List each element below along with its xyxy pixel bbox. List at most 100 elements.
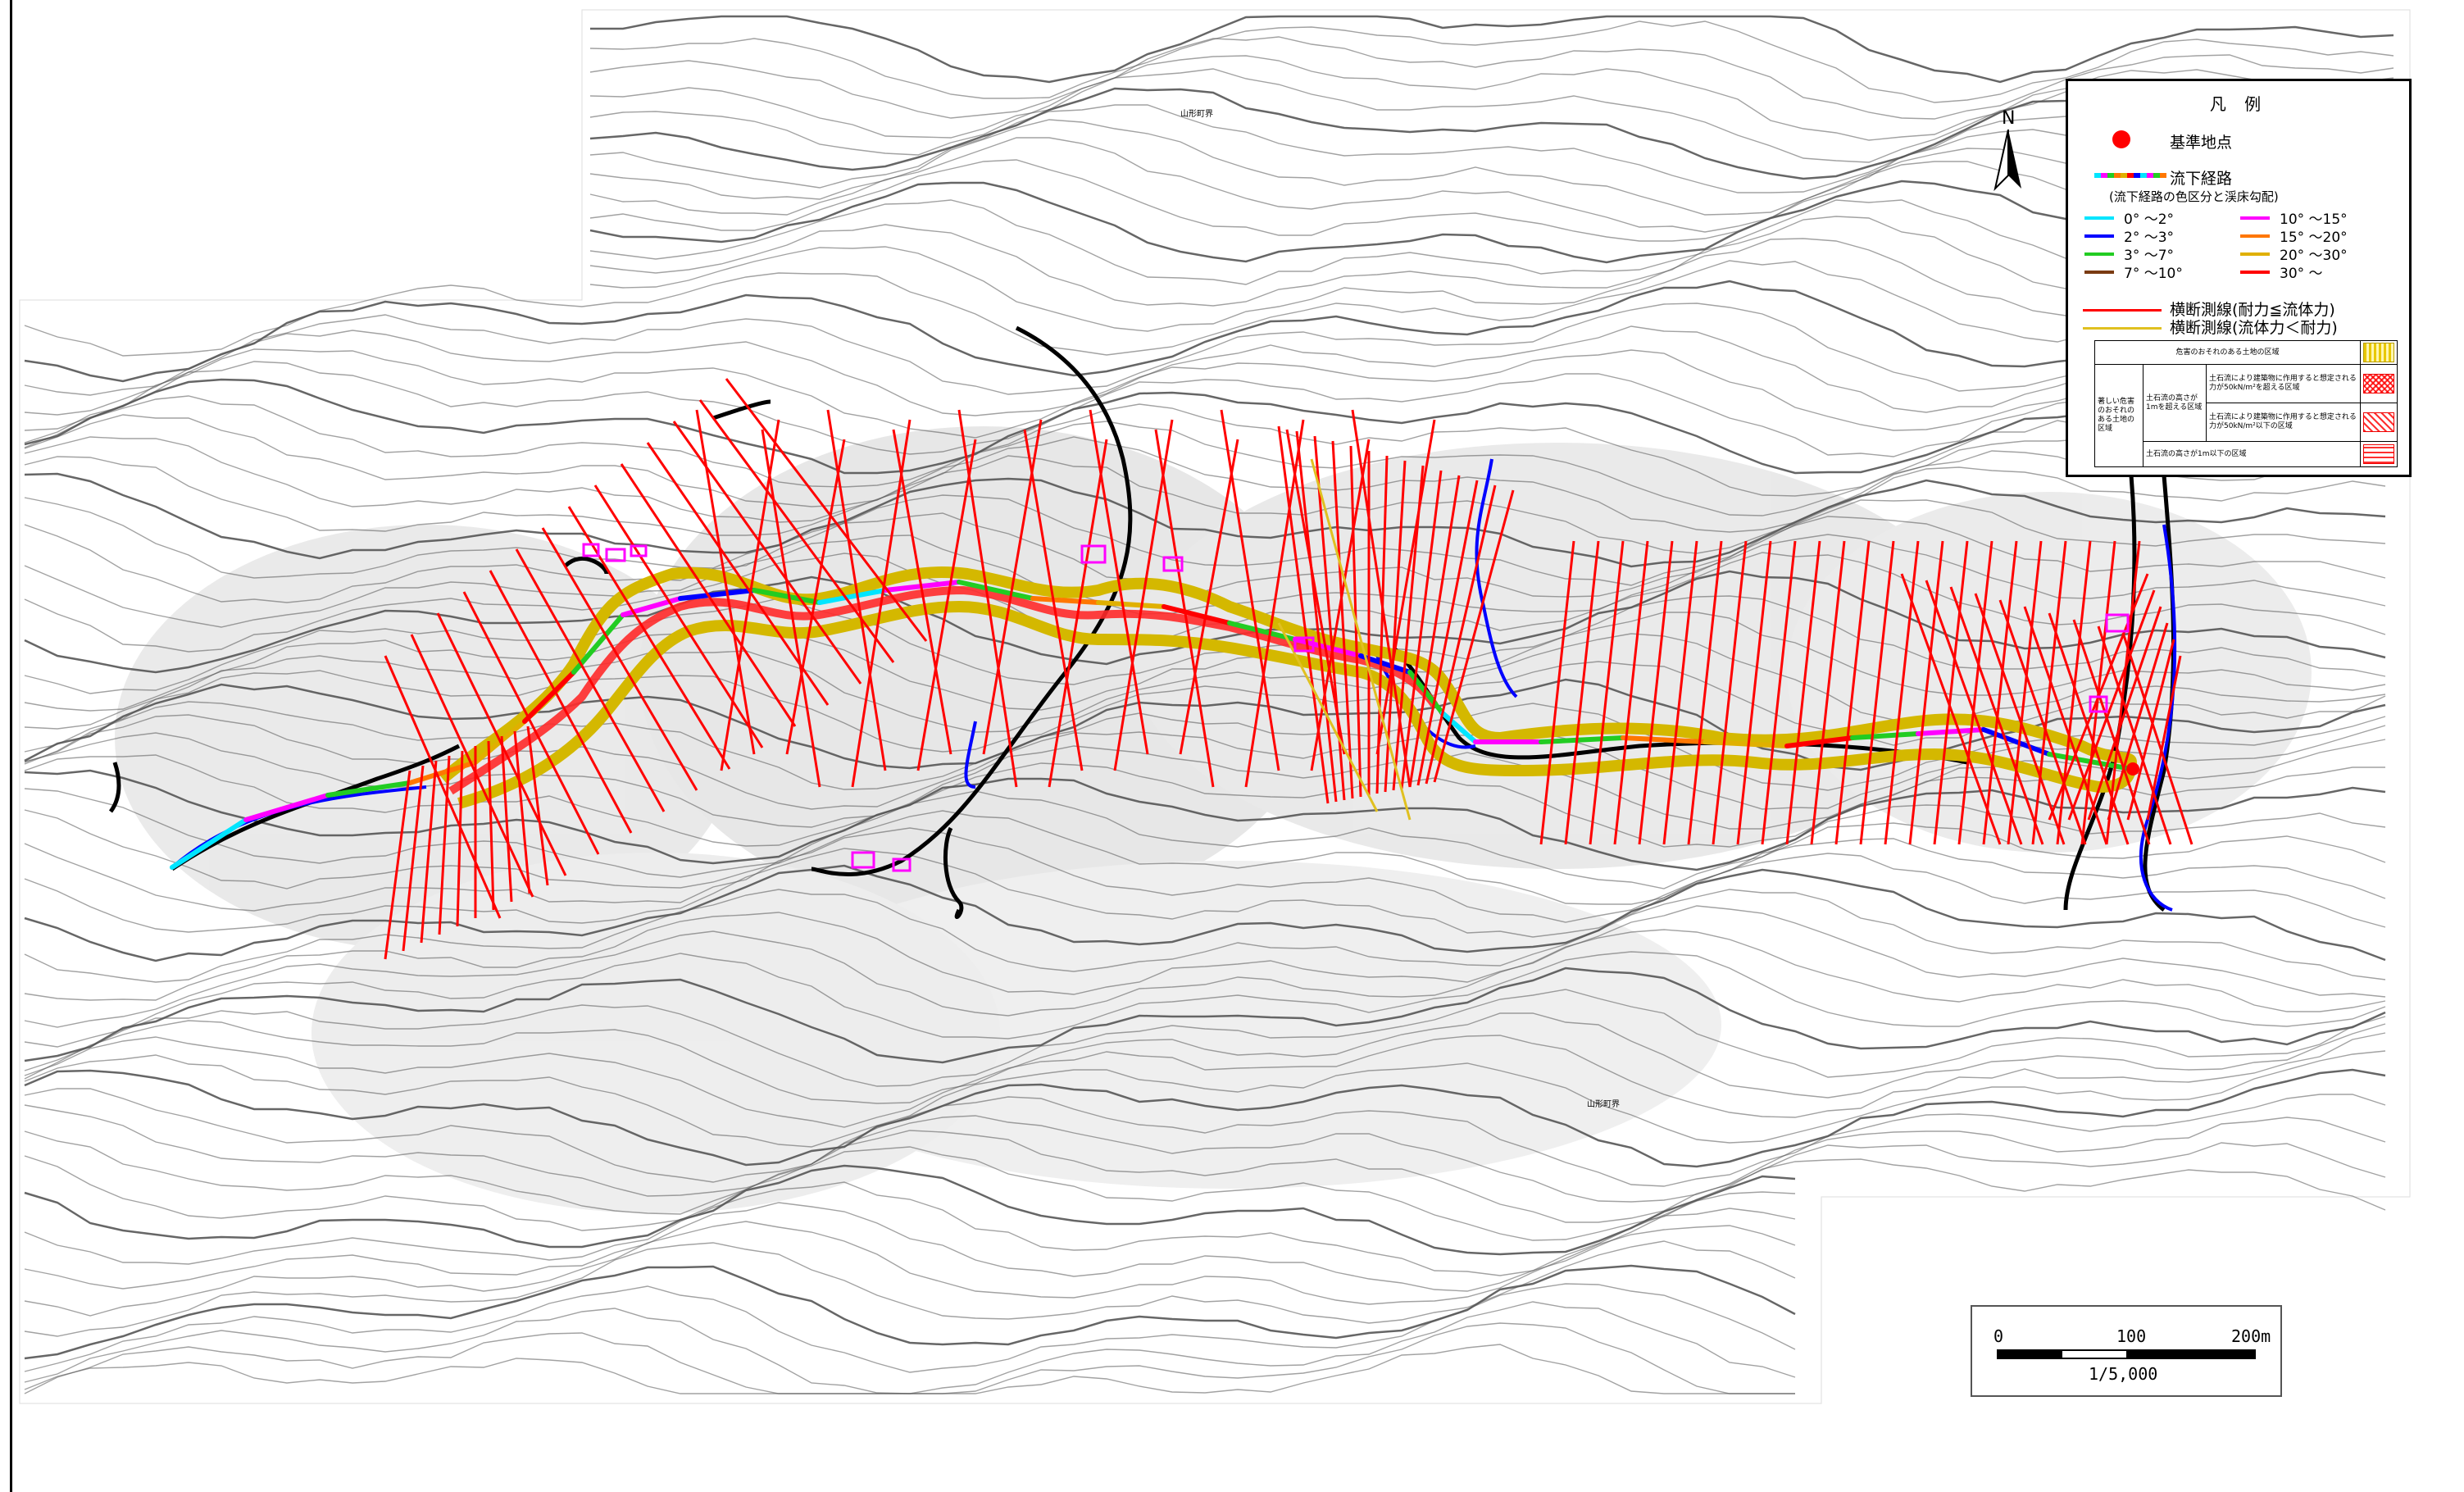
flow-path-segment <box>1440 711 1478 744</box>
contour-line <box>589 36 2394 120</box>
flow-path-swatch <box>2094 173 2166 178</box>
contour-line <box>24 848 2386 938</box>
cross-section-line <box>1884 540 1920 845</box>
cross-section-line <box>1048 439 1108 788</box>
zone-force-over-label: 土石流により建築物に作用すると想定される力が50kN/m²を超える区域 <box>2206 364 2361 403</box>
contour-line <box>589 20 2394 103</box>
cross-section-line <box>1310 458 1412 821</box>
cross-section-line <box>513 730 531 894</box>
cross-section-line <box>1277 425 1330 804</box>
legend-flow-path-note: (流下経路の色区分と渓床勾配) <box>2109 189 2279 204</box>
zone-row: 著しい危害のおそれのある土地の区域 土石流の高さが1mを超える区域 土石流により… <box>2094 364 2398 467</box>
cross-section-line <box>2146 655 2182 821</box>
gradient-class-swatch <box>2084 252 2114 256</box>
cross-section-line <box>420 760 438 944</box>
cross-section-line <box>1089 409 1149 755</box>
contour-line <box>24 325 2386 416</box>
scale-tick-200: 200m <box>2231 1326 2271 1346</box>
cross-section-line <box>1154 429 1215 788</box>
scale-ratio: 1/5,000 <box>2089 1364 2158 1384</box>
place-label-bottom: 山形町界 <box>1587 1099 1620 1109</box>
contour-line <box>24 455 2386 554</box>
cross-section-line <box>2126 639 2175 821</box>
contour-line <box>24 260 2386 357</box>
contour-line <box>590 15 2394 84</box>
cross-section-line <box>695 409 756 755</box>
contour-line <box>24 701 2386 791</box>
cross-section-line <box>1425 484 1497 785</box>
contour-line <box>24 989 2386 1087</box>
zone-height-under-label: 土石流の高さが1m以下の区域 <box>2143 441 2361 467</box>
flow-path-segment <box>1227 621 1298 642</box>
cross-section-line <box>2048 612 2130 845</box>
contour-line <box>24 633 2386 733</box>
cross-section-line <box>1220 409 1280 771</box>
zone-table: 危害のおそれのある土地の区域 著しい危害のおそれのある土地の区域 土石流の高さが… <box>2094 340 2398 467</box>
legend-flow-path: 流下経路 <box>2170 170 2233 188</box>
gradient-class-swatch <box>2084 216 2114 220</box>
gradient-class-label: 10° ～15° <box>2280 212 2348 228</box>
contour-line <box>24 612 2386 712</box>
flow-path-segment <box>522 670 576 724</box>
cross-section-line <box>957 409 1018 788</box>
zone-row: 土石流の高さが1m以下の区域 <box>2095 441 2398 467</box>
cross-section-line <box>2067 589 2156 821</box>
cross-section-line <box>646 442 830 706</box>
contour-line <box>24 1068 2386 1168</box>
flow-path-segment <box>678 588 757 601</box>
place-label-top: 山形町界 <box>1180 109 1213 119</box>
gradient-class-swatch <box>2240 216 2270 220</box>
zone-hazard-swatch-cell <box>2360 340 2398 365</box>
cross-section-line <box>593 484 764 748</box>
contour-line <box>24 494 2386 586</box>
gradient-class-label: 7° ～10° <box>2124 266 2183 282</box>
cross-section-line <box>916 439 977 771</box>
cross-section-line <box>761 429 821 788</box>
cross-section-line <box>438 755 451 935</box>
cross-section-line <box>725 378 928 642</box>
cross-section-line <box>1375 455 1389 794</box>
cross-section-line <box>1925 580 2023 845</box>
gradient-class-label: 20° ～30° <box>2280 248 2348 264</box>
cross-section-line <box>1974 593 2066 845</box>
gradient-class-row: 10° ～15° <box>2240 207 2348 228</box>
flow-path-segment <box>571 612 625 675</box>
cross-section-line <box>1277 622 1379 812</box>
cross-section-line <box>1949 586 2044 845</box>
gradient-class-label: 3° ～7° <box>2124 248 2175 264</box>
cross-section-line <box>1761 540 1797 845</box>
cross-section-line <box>1310 439 1371 771</box>
cross-section-line <box>515 548 666 812</box>
flow-path-segment <box>1162 604 1232 625</box>
contour-line <box>24 1088 2386 1187</box>
contour-line <box>24 302 2386 396</box>
cross-section-line <box>1908 540 1944 845</box>
cross-section-line <box>1564 540 1600 845</box>
frame-border <box>10 0 12 1492</box>
contour-line <box>24 1032 2386 1128</box>
contour-line <box>24 595 2386 694</box>
cross-section-line <box>1662 540 1698 845</box>
contour-line <box>24 348 2386 439</box>
zone-row: 土石流により建築物に作用すると想定される力が50kN/m²以下の区域 <box>2095 403 2398 442</box>
cross-section-line <box>1785 540 1821 845</box>
cross-section-line <box>826 409 887 771</box>
contour-line <box>24 436 2386 533</box>
cross-line-yellow-swatch <box>2083 327 2162 330</box>
legend-panel: 凡 例 基準地点 流下経路 (流下経路の色区分と渓床勾配) 横断測線(耐力≦流体… <box>2066 79 2412 477</box>
zone-force-under-swatch-cell <box>2360 403 2398 442</box>
zone-force-under-label: 土石流により建築物に作用すると想定される力が50kN/m²以下の区域 <box>2206 403 2361 442</box>
cross-section-line <box>1859 540 1895 845</box>
cross-section-line <box>1375 419 1436 755</box>
cross-section-line <box>1613 540 1649 845</box>
cross-section-line <box>2031 540 2067 845</box>
reference-point-icon <box>2112 130 2130 148</box>
cross-section-line <box>402 765 425 952</box>
cross-section-line <box>1589 540 1625 845</box>
cross-section-line <box>1810 540 1846 845</box>
zone-severe-label: 著しい危害のおそれのある土地の区域 <box>2094 364 2143 467</box>
contour-line <box>24 864 2386 962</box>
cross-section-line <box>1285 429 1346 755</box>
